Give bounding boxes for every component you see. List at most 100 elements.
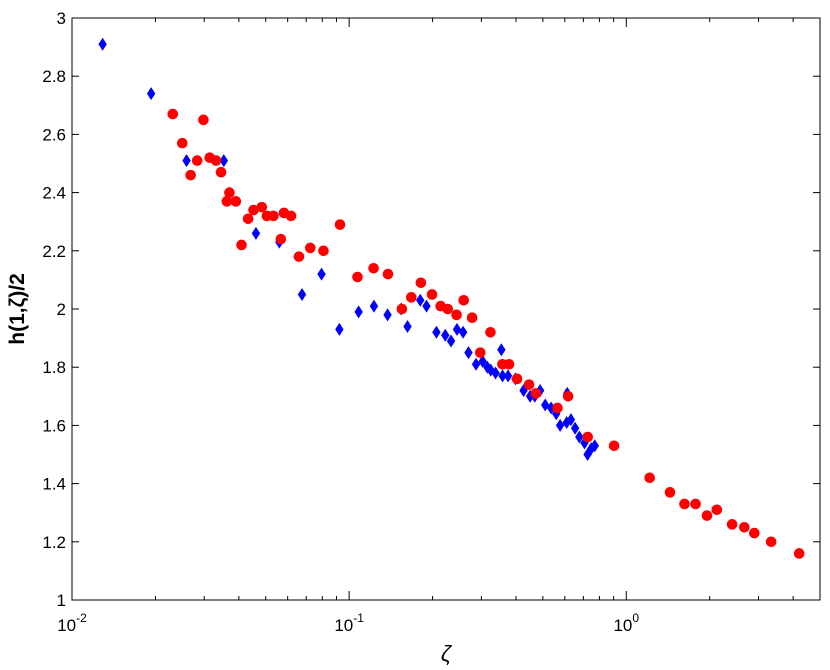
data-point-circle bbox=[474, 347, 486, 358]
data-point-circle bbox=[215, 166, 227, 178]
data-point-circle bbox=[503, 358, 515, 370]
data-point-circle bbox=[466, 312, 478, 324]
data-point-diamond bbox=[471, 357, 481, 371]
data-point-circle bbox=[248, 204, 259, 216]
data-point-diamond bbox=[570, 421, 580, 435]
data-point-circle bbox=[726, 519, 738, 530]
data-point-circle bbox=[210, 155, 222, 166]
data-point-circle bbox=[664, 487, 676, 498]
data-point-diamond bbox=[555, 418, 565, 432]
data-point-diamond bbox=[317, 267, 326, 281]
data-point-circle bbox=[442, 303, 454, 315]
data-point-circle bbox=[382, 268, 394, 280]
data-point-circle bbox=[608, 440, 620, 452]
data-markers bbox=[98, 37, 805, 559]
data-point-diamond bbox=[478, 354, 487, 368]
data-point-diamond bbox=[416, 293, 425, 307]
data-point-circle bbox=[242, 213, 254, 225]
data-point-diamond bbox=[590, 439, 599, 453]
data-point-diamond bbox=[441, 328, 450, 342]
plot-frame bbox=[71, 17, 821, 601]
data-point-diamond bbox=[575, 430, 584, 444]
data-point-diamond bbox=[251, 226, 261, 240]
data-point-diamond bbox=[566, 413, 576, 427]
data-point-circle bbox=[293, 251, 305, 262]
data-point-diamond bbox=[146, 87, 156, 101]
data-point-circle bbox=[701, 510, 713, 521]
data-point-circle bbox=[415, 277, 427, 289]
data-point-diamond bbox=[498, 369, 507, 383]
data-point-diamond bbox=[452, 322, 462, 336]
y-tick-label: 1 bbox=[57, 591, 66, 610]
data-point-diamond bbox=[458, 325, 468, 339]
x-axis-label: ζ bbox=[441, 641, 453, 666]
data-point-diamond bbox=[369, 299, 379, 313]
data-point-diamond bbox=[335, 322, 344, 336]
data-point-diamond bbox=[525, 389, 535, 403]
data-point-circle bbox=[765, 536, 777, 548]
data-point-circle bbox=[793, 548, 805, 559]
data-point-diamond bbox=[432, 325, 441, 339]
data-point-circle bbox=[426, 289, 438, 300]
data-point-diamond bbox=[546, 401, 556, 415]
data-point-circle bbox=[530, 388, 542, 399]
data-point-circle bbox=[458, 294, 469, 306]
data-point-circle bbox=[304, 242, 316, 254]
y-tick-label: 2 bbox=[57, 300, 66, 319]
y-tick-label: 1.2 bbox=[42, 533, 66, 552]
data-point-diamond bbox=[354, 305, 363, 319]
data-point-circle bbox=[191, 155, 203, 166]
data-point-circle bbox=[451, 309, 462, 321]
data-point-circle bbox=[167, 108, 179, 120]
data-point-diamond bbox=[497, 343, 506, 357]
data-point-circle bbox=[230, 196, 242, 207]
data-point-diamond bbox=[446, 334, 456, 348]
data-point-diamond bbox=[422, 299, 431, 313]
data-point-circle bbox=[268, 210, 279, 222]
data-point-diamond bbox=[182, 154, 191, 168]
x-tick-label: 10-1 bbox=[334, 611, 364, 635]
data-point-diamond bbox=[503, 369, 513, 383]
data-point-circle bbox=[405, 292, 417, 303]
axis-tick-labels: 1 1.2 1.4 1.6 1.8 2 2.2 2.4 2.6 2.8 3 10-2 10-1 100 bbox=[42, 9, 639, 635]
data-point-circle bbox=[396, 303, 408, 315]
data-point-circle bbox=[749, 527, 760, 539]
data-point-circle bbox=[485, 326, 496, 338]
data-point-circle bbox=[285, 210, 297, 222]
data-point-diamond bbox=[541, 398, 550, 412]
y-tick-label: 2.8 bbox=[42, 67, 66, 86]
data-point-diamond bbox=[219, 154, 229, 168]
data-point-circle bbox=[185, 169, 196, 181]
data-point-circle bbox=[679, 498, 690, 510]
data-point-circle bbox=[523, 379, 535, 390]
data-point-circle bbox=[582, 431, 594, 443]
y-tick-label: 2.4 bbox=[42, 184, 66, 203]
data-point-diamond bbox=[383, 308, 392, 322]
data-point-circle bbox=[221, 196, 233, 207]
data-point-circle bbox=[644, 472, 655, 484]
data-point-diamond bbox=[297, 287, 307, 301]
data-point-circle bbox=[368, 262, 379, 274]
y-tick-label: 1.4 bbox=[42, 475, 66, 494]
data-point-circle bbox=[562, 391, 574, 402]
data-point-diamond bbox=[491, 366, 500, 380]
data-point-circle bbox=[318, 245, 329, 257]
data-point-circle bbox=[352, 271, 363, 283]
y-tick-label: 1.8 bbox=[42, 358, 66, 377]
data-point-circle bbox=[176, 137, 188, 149]
data-point-diamond bbox=[98, 37, 107, 51]
data-point-circle bbox=[198, 114, 209, 126]
data-point-circle bbox=[236, 239, 247, 251]
data-point-circle bbox=[334, 219, 346, 230]
data-point-circle bbox=[256, 201, 268, 213]
data-point-circle bbox=[224, 187, 235, 198]
data-point-circle bbox=[275, 233, 287, 245]
data-point-circle bbox=[739, 521, 750, 533]
y-tick-label: 2.6 bbox=[42, 125, 66, 144]
y-tick-label: 3 bbox=[57, 9, 66, 28]
data-point-circle bbox=[711, 504, 723, 516]
data-point-circle bbox=[690, 498, 701, 510]
data-point-diamond bbox=[464, 346, 473, 360]
x-tick-label: 10-2 bbox=[57, 611, 87, 635]
